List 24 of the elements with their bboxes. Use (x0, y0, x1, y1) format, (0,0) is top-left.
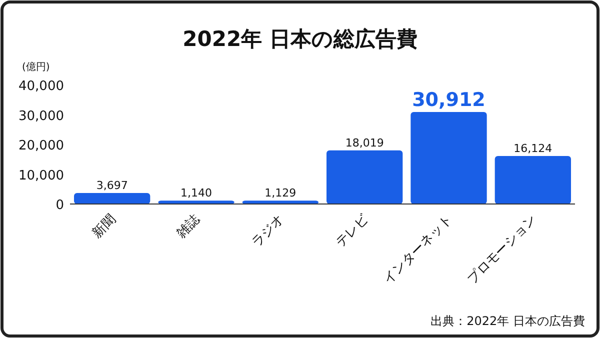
x-tick-label: ラジオ (249, 212, 288, 250)
data-label: 30,912 (412, 89, 486, 112)
data-label: 16,124 (514, 142, 552, 156)
x-tick-label: プロモーション (464, 212, 540, 288)
x-tick-label: 雑誌 (174, 212, 204, 242)
chart-title: 2022年 日本の総広告費 (182, 27, 418, 51)
x-tick-label: インターネット (380, 212, 456, 288)
x-tick-label: 新聞 (90, 212, 119, 242)
data-label: 1,129 (264, 186, 296, 200)
x-tick-label: テレビ (333, 212, 372, 250)
bar (410, 112, 487, 204)
data-label: 3,697 (96, 179, 128, 192)
data-label: 1,140 (180, 186, 212, 200)
bar (74, 193, 150, 204)
bar (494, 156, 571, 204)
source-note: 出典：2022年 日本の広告費 (430, 314, 585, 328)
y-axis-title: (億円) (22, 61, 50, 73)
data-label: 18,019 (345, 136, 384, 150)
y-tick-label: 20,000 (18, 138, 64, 154)
bar (326, 150, 403, 204)
y-tick-label: 40,000 (18, 79, 64, 94)
y-tick-label: 10,000 (18, 168, 64, 184)
y-tick-label: 0 (56, 198, 64, 213)
y-tick-label: 30,000 (18, 108, 64, 124)
